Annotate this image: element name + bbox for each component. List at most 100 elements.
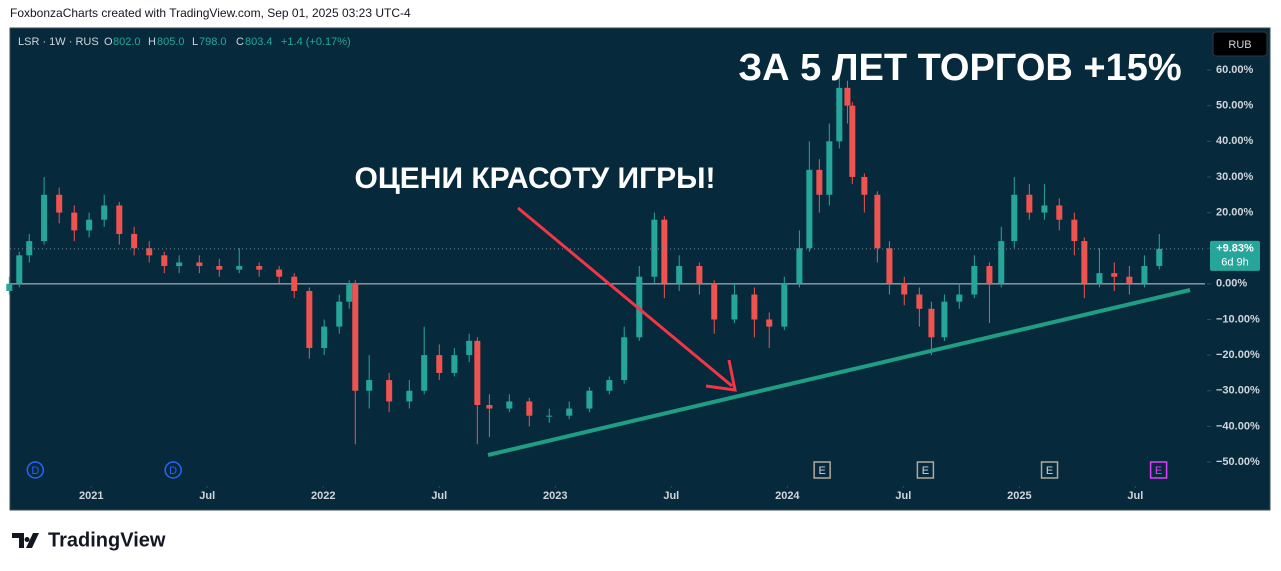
candle-body <box>6 283 13 291</box>
candle-body <box>781 283 788 327</box>
y-tick-label: 30.00% <box>1216 171 1254 183</box>
candle-body <box>146 248 153 256</box>
x-tick-label: 2021 <box>79 490 103 502</box>
candle-body <box>421 355 428 391</box>
y-tick-label: 0.00% <box>1216 278 1247 290</box>
symbol: LSR · 1W · RUS <box>18 36 99 48</box>
last-price-label: +9.83% <box>1216 243 1254 255</box>
candle-body <box>366 380 373 391</box>
change: +1.4 (+0.17%) <box>281 36 351 48</box>
event-label: E <box>818 465 825 477</box>
candle-body <box>751 294 758 320</box>
candle-body <box>161 255 168 267</box>
candle-body <box>291 276 298 291</box>
candle-body <box>526 401 533 416</box>
x-tick-label: 2025 <box>1007 490 1031 502</box>
candle-body <box>1141 266 1148 284</box>
candle-body <box>321 326 328 348</box>
candle-body <box>766 319 773 327</box>
attribution: FoxbonzaCharts created with TradingView.… <box>10 6 411 20</box>
candle-body <box>928 308 935 338</box>
event-marker <box>26 461 45 479</box>
last-price-box <box>1210 240 1260 271</box>
candle-body <box>796 248 803 284</box>
event-marker <box>1040 461 1059 479</box>
candle-body <box>849 105 856 177</box>
countdown: 6d 9h <box>1221 257 1249 269</box>
candle-body <box>816 169 823 195</box>
ohlc-value: 805.0 <box>157 36 185 48</box>
candle-body <box>1026 194 1033 213</box>
candle-body <box>474 340 481 405</box>
candle-body <box>86 219 93 231</box>
candle-body <box>826 141 833 195</box>
ohlc-key: H <box>148 36 156 48</box>
candle-body <box>1096 273 1103 284</box>
candle-body <box>986 266 993 284</box>
candle-body <box>56 194 63 213</box>
candle-body <box>1041 205 1048 213</box>
candle-body <box>1156 248 1163 267</box>
y-tick-label: −40.00% <box>1216 420 1260 432</box>
candle-body <box>676 266 683 284</box>
candle-body <box>651 219 658 277</box>
candle-body <box>346 283 353 302</box>
x-tick-label: 2022 <box>311 490 335 502</box>
ohlc-key: O <box>104 36 113 48</box>
candle-body <box>874 194 881 249</box>
logo-text: TradingView <box>48 529 166 551</box>
candle-body <box>386 380 393 402</box>
candle-body <box>971 266 978 295</box>
candle-body <box>606 380 613 391</box>
y-tick-label: −20.00% <box>1216 349 1260 361</box>
event-label: E <box>1046 465 1053 477</box>
ohlc-value: 803.4 <box>245 36 273 48</box>
candle-body <box>176 262 183 267</box>
logo-icon <box>12 533 39 548</box>
ohlc-key: L <box>192 36 198 48</box>
candle-body <box>711 283 718 320</box>
candle-body <box>256 266 263 270</box>
candle-body <box>998 241 1005 284</box>
candle-body <box>216 266 223 270</box>
event-marker <box>164 461 182 479</box>
candle-body <box>506 401 513 409</box>
currency[interactable]: RUB <box>1228 39 1251 51</box>
y-tick-label: 40.00% <box>1216 135 1254 147</box>
x-tick-label: Jul <box>895 490 911 502</box>
candle-body <box>71 212 78 231</box>
y-tick-label: 50.00% <box>1216 100 1254 112</box>
candle-body <box>196 262 203 267</box>
candle-body <box>1071 219 1078 242</box>
candle-body <box>586 390 593 409</box>
logo: TradingView <box>12 529 166 551</box>
candle-body <box>566 408 573 416</box>
plot: 60.00%50.00%40.00%30.00%20.00%10.00%0.00… <box>6 64 1260 502</box>
candle-body <box>236 266 243 270</box>
candle-body <box>1011 194 1018 242</box>
candle-body <box>1111 273 1118 277</box>
x-tick-label: 2023 <box>543 490 567 502</box>
candle-body <box>306 290 313 348</box>
candle-body <box>661 219 668 284</box>
event-label: D <box>169 465 177 477</box>
candle-body <box>131 233 138 249</box>
event-marker <box>813 461 831 479</box>
ohlc-value: 798.0 <box>199 36 227 48</box>
trend-line <box>487 288 1191 457</box>
x-tick-label: 2024 <box>775 490 800 502</box>
event-label: E <box>922 465 929 477</box>
candle-body <box>621 337 628 381</box>
candle-body <box>466 340 473 356</box>
ohlc-value: 802.0 <box>113 36 141 48</box>
candle-body <box>886 248 893 284</box>
candle-body <box>116 205 123 234</box>
currency-button[interactable] <box>1212 31 1268 57</box>
candle-body <box>41 194 48 242</box>
arrow <box>517 206 733 388</box>
x-tick-label: Jul <box>663 490 679 502</box>
candle-body <box>436 355 443 373</box>
candle-body <box>901 283 908 295</box>
